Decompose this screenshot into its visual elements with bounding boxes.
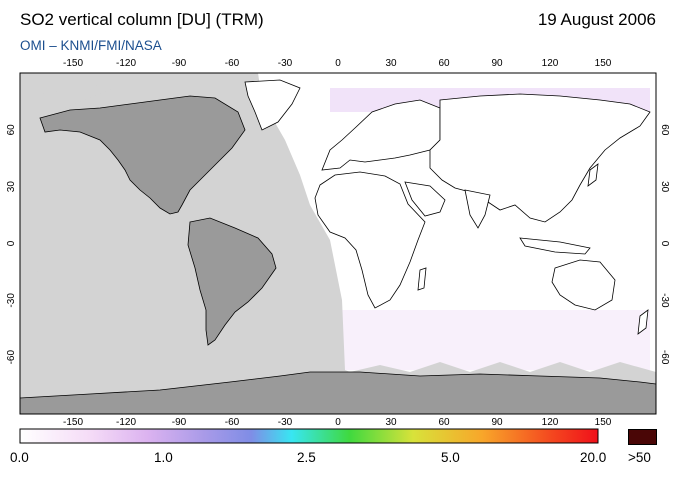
india [464, 189, 491, 229]
map-date: 19 August 2006 [537, 10, 656, 29]
lon-tick-bottom: 150 [595, 417, 612, 428]
lon-tick-bottom: 60 [438, 417, 450, 428]
lon-tick-top: -90 [172, 58, 187, 69]
colorbar-label: 2.5 [297, 450, 316, 465]
australia [551, 259, 616, 311]
lon-tick-bottom: 90 [491, 417, 503, 428]
lon-tick-bottom: 30 [385, 417, 397, 428]
so2-band-south [330, 310, 650, 370]
asia [429, 93, 651, 223]
lon-tick-bottom: 120 [542, 417, 559, 428]
arabia [404, 181, 446, 217]
lon-tick-bottom: -60 [225, 417, 240, 428]
lon-tick-bottom: -90 [172, 417, 187, 428]
lon-tick-top: 90 [491, 58, 503, 69]
new-zealand [637, 309, 649, 335]
south-america [187, 217, 277, 346]
lat-tick-left: -30 [6, 293, 17, 308]
colorbar-label: 5.0 [441, 450, 460, 465]
lat-tick-left: 0 [6, 240, 17, 246]
lon-tick-top: -120 [116, 58, 136, 69]
north-america [39, 95, 246, 215]
lon-tick-bottom: -150 [63, 417, 83, 428]
lon-tick-top: -150 [63, 58, 83, 69]
map-title: SO2 vertical column [DU] (TRM) [20, 10, 264, 29]
indonesia [519, 237, 591, 255]
lon-tick-bottom: -120 [116, 417, 136, 428]
lon-tick-top: 30 [385, 58, 397, 69]
lon-tick-bottom: 0 [335, 417, 341, 428]
colorbar-gradient [19, 428, 599, 444]
lat-tick-right: 0 [659, 241, 670, 247]
lon-tick-top: -60 [225, 58, 240, 69]
colorbar-label: 1.0 [154, 450, 173, 465]
colorbar-label: 0.0 [10, 450, 29, 465]
japan [587, 163, 599, 187]
data-credit: OMI – KNMI/FMI/NASA [20, 38, 162, 53]
lat-tick-left: -60 [6, 350, 17, 365]
africa [314, 171, 426, 309]
axis-ticks: -150 -150 -120 -120 -90 -90 -60 -60 -30 -30 0 0 30 30… [6, 58, 670, 428]
colorbar-overflow-box [628, 429, 657, 445]
lon-tick-top: 150 [595, 58, 612, 69]
lon-tick-top: 0 [335, 58, 341, 69]
night-region-west [20, 84, 115, 380]
antarctica [20, 371, 656, 414]
lat-tick-left: 60 [6, 124, 17, 136]
colorbar-label: >50 [628, 450, 651, 465]
lon-tick-top: 120 [542, 58, 559, 69]
greenland [244, 79, 301, 131]
lon-tick-top: -30 [278, 58, 293, 69]
lat-tick-right: 30 [659, 181, 670, 193]
lon-tick-top: 60 [438, 58, 450, 69]
madagascar [417, 267, 427, 291]
lon-tick-bottom: -30 [278, 417, 293, 428]
lat-tick-right: -60 [659, 350, 670, 365]
lat-tick-left: 30 [6, 181, 17, 193]
lat-tick-right: 60 [659, 124, 670, 136]
colorbar-label: 20.0 [580, 450, 607, 465]
lat-tick-right: -30 [659, 293, 670, 308]
